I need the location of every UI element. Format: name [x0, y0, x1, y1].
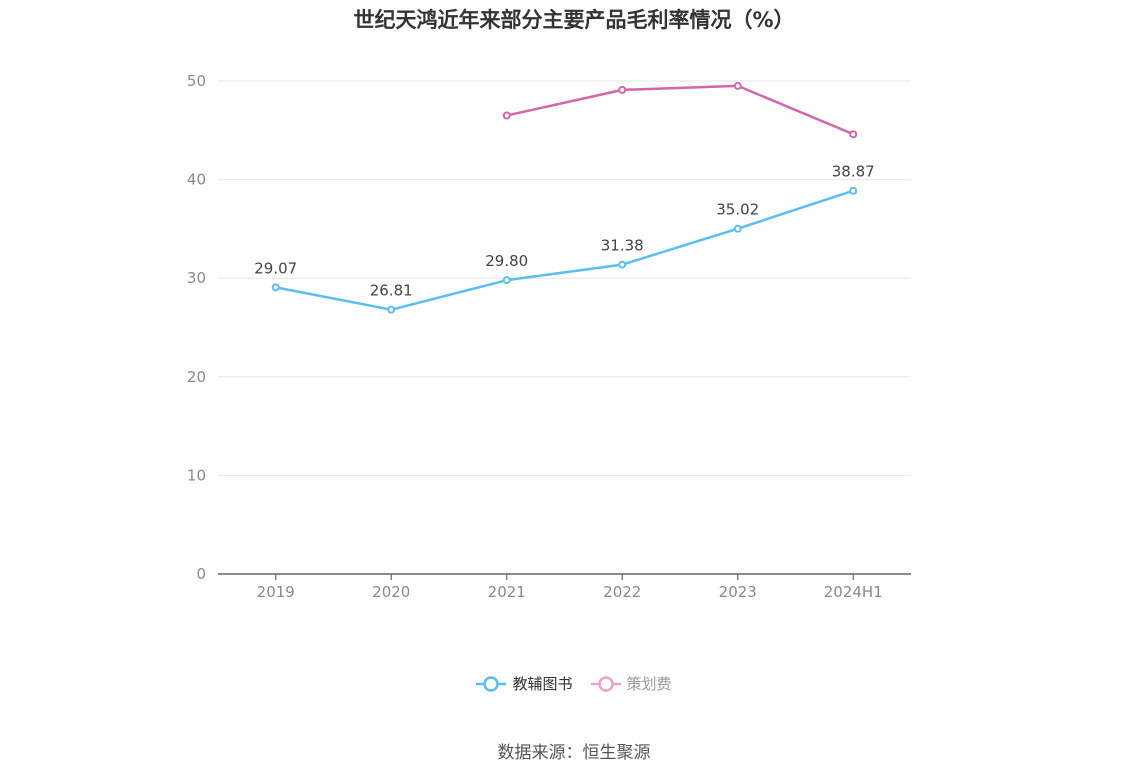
- data-point[interactable]: [733, 224, 742, 233]
- legend-label-series-2: 策划费: [626, 675, 672, 693]
- y-tick-label: 40: [187, 171, 206, 189]
- data-point[interactable]: [618, 85, 627, 94]
- y-tick-label: 30: [187, 269, 206, 287]
- data-point[interactable]: [502, 276, 511, 285]
- data-label: 31.38: [601, 237, 644, 255]
- series-line-2: [506, 84, 854, 136]
- data-point[interactable]: [733, 81, 742, 90]
- legend-item-series-1[interactable]: 教辅图书: [476, 673, 573, 694]
- series: [271, 81, 858, 314]
- y-tick-label: 0: [196, 565, 206, 583]
- y-tick-label: 50: [187, 72, 206, 90]
- legend-item-series-2[interactable]: 策划费: [590, 673, 672, 694]
- axes: 0 10 20 30 40 50 2019 2020 2021 2022 2023 2024H1: [187, 72, 911, 601]
- data-label: 29.07: [254, 259, 297, 277]
- legend: 教辅图书 策划费: [0, 673, 1148, 694]
- chart-title: 世纪天鸿近年来部分主要产品毛利率情况（%）: [353, 8, 795, 32]
- data-label: 38.87: [832, 163, 875, 181]
- x-tick-label: 2021: [488, 583, 526, 601]
- data-labels: 29.07 26.81 29.80 31.38 35.02 38.87: [254, 163, 874, 300]
- data-label: 29.80: [485, 252, 528, 270]
- source-note: 数据来源：恒生聚源: [497, 743, 651, 763]
- x-tick-label: 2023: [719, 583, 757, 601]
- data-point[interactable]: [849, 186, 858, 195]
- data-point[interactable]: [502, 111, 511, 120]
- legend-line-circle-icon: [476, 675, 507, 692]
- gridlines: [218, 80, 911, 476]
- data-point[interactable]: [387, 305, 396, 314]
- data-label: 35.02: [716, 201, 759, 219]
- series-line-1: [275, 189, 854, 311]
- data-point[interactable]: [618, 260, 627, 269]
- data-point[interactable]: [849, 130, 858, 139]
- data-label: 26.81: [370, 282, 413, 300]
- y-tick-label: 10: [187, 466, 206, 484]
- x-tick-label: 2022: [603, 583, 641, 601]
- x-tick-label: 2024H1: [824, 583, 883, 601]
- x-tick-label: 2020: [372, 583, 410, 601]
- legend-label-series-1: 教辅图书: [512, 675, 573, 693]
- y-tick-label: 20: [187, 368, 206, 386]
- data-point[interactable]: [271, 283, 280, 292]
- x-tick-label: 2019: [257, 583, 295, 601]
- legend-line-circle-icon: [590, 675, 621, 692]
